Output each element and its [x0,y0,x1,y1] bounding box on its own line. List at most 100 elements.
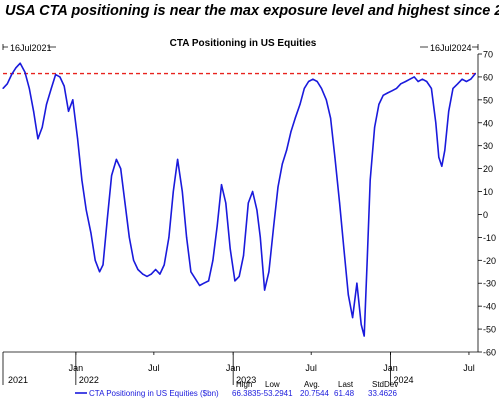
data-point [90,232,92,234]
legend-label: CTA Positioning in US Equities ($bn) [89,389,219,398]
data-point [334,156,336,158]
y-tick-label: -40 [483,302,496,312]
data-point [374,126,376,128]
y-tick-label: 60 [483,72,493,82]
data-point [159,273,161,275]
data-point [438,156,440,158]
y-tick-label: 40 [483,118,493,128]
data-point [441,165,443,167]
data-point [106,218,108,220]
data-point [369,179,371,181]
data-point [2,87,4,89]
start-date-label: 16Jul2021 [10,43,52,53]
data-point [216,225,218,227]
data-point [111,174,113,177]
data-point [172,190,174,193]
y-tick-label: 20 [483,164,493,174]
data-point [417,80,419,83]
start-date-label-bg [8,41,48,53]
data-point [299,103,301,105]
data-point [99,271,101,273]
chart-title: CTA Positioning in US Equities [170,38,317,49]
stat-value: 20.7544 [300,389,329,398]
data-point [72,99,74,101]
data-point [41,126,43,128]
end-date-label-bg [428,41,472,53]
data-point [400,83,402,85]
data-point [435,122,437,124]
data-point [190,271,192,273]
data-point [45,103,48,105]
data-point [124,202,126,204]
stat-label: Last [338,380,354,389]
data-point [286,149,288,151]
data-point [325,99,327,101]
y-tick-label: -20 [483,256,496,266]
x-month-label: Jul [463,363,475,373]
data-point [115,158,117,160]
data-point [474,72,476,75]
data-point [137,268,139,271]
data-point [465,80,467,83]
data-point [303,87,305,89]
data-point [238,275,240,277]
data-point [413,76,415,78]
data-point [281,163,283,165]
y-tick-label: -10 [483,233,496,243]
data-point [448,110,450,112]
data-point [352,317,354,319]
x-year-label: 2023 [236,375,256,385]
data-point [133,259,135,261]
data-point [343,248,345,250]
data-point [294,117,296,119]
y-tick-label: -50 [483,325,496,335]
data-point [81,179,83,181]
data-point [11,74,13,76]
data-point [24,71,26,73]
data-point [320,87,323,89]
data-point [199,284,201,287]
data-point [181,190,183,193]
y-tick-label: -30 [483,279,496,289]
data-point [225,202,227,204]
data-point [268,271,270,273]
data-point [382,94,384,96]
data-point [168,236,170,238]
data-point [142,273,144,275]
data-point [363,335,365,337]
data-point [234,280,236,282]
data-point [203,282,205,284]
data-point [308,80,310,83]
data-point [256,209,258,211]
data-point [208,280,210,282]
data-point [163,264,165,266]
data-point [155,268,157,271]
stat-label: Avg. [304,380,320,389]
data-point [247,202,249,204]
data-point [94,259,96,261]
data-point [395,87,398,89]
stat-value: 61.48 [334,389,355,398]
data-point [67,110,70,112]
data-point [6,83,8,85]
x-year-label: 2021 [8,375,28,385]
stat-value: -53.2941 [261,389,293,398]
data-point [430,87,432,89]
data-point [391,90,393,92]
data-point [330,117,332,119]
data-point [273,225,275,227]
data-point [360,323,362,326]
data-point [146,275,148,277]
y-tick-label: 30 [483,141,493,151]
data-point [55,74,57,76]
data-point [242,255,245,257]
data-point [290,131,292,133]
x-month-label: Jul [305,363,317,373]
headline: USA CTA positioning is near the max expo… [5,3,499,19]
data-point [386,92,389,94]
data-point [339,202,341,204]
data-point [229,248,231,250]
y-tick-label: 50 [483,95,493,105]
